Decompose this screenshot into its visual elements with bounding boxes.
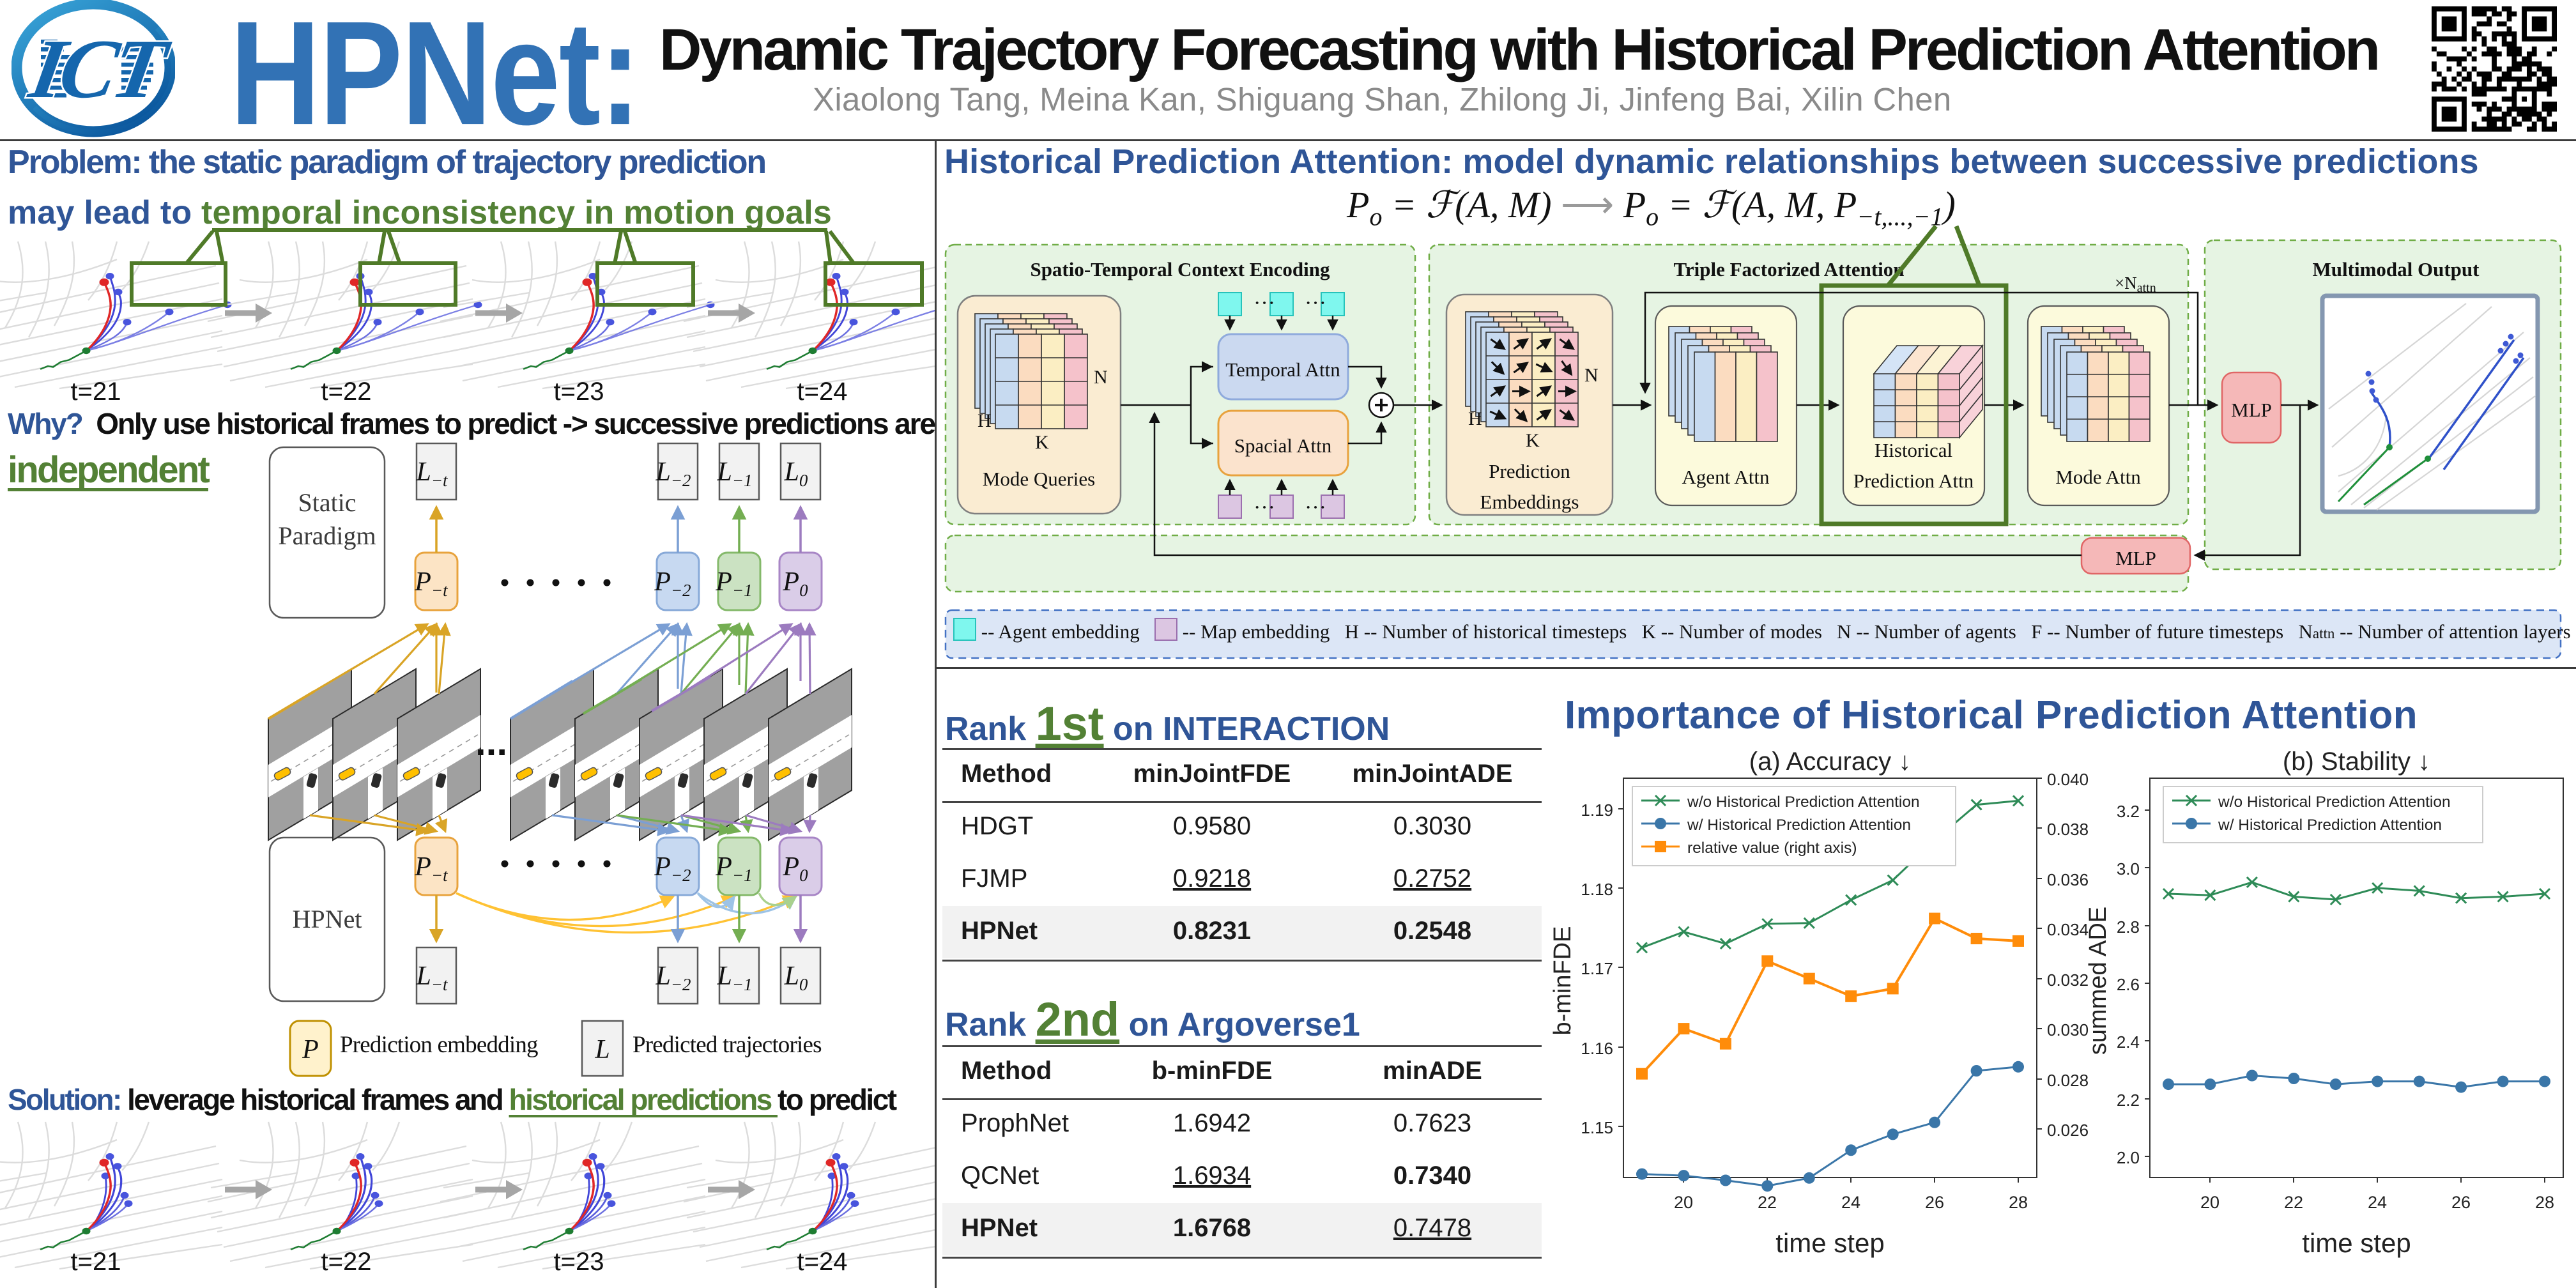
svg-text:H: H (1468, 408, 1482, 429)
svg-text:(b) Stability ↓: (b) Stability ↓ (2283, 747, 2430, 776)
svg-text:24: 24 (2368, 1193, 2387, 1212)
svg-text:1.18: 1.18 (1581, 880, 1613, 899)
svg-text:Paradigm: Paradigm (278, 521, 376, 550)
svg-text:w/ Historical Prediction Atten: w/ Historical Prediction Attention (2218, 816, 2442, 834)
svg-text:0.026: 0.026 (2047, 1121, 2089, 1140)
svg-text:26: 26 (1925, 1193, 1944, 1212)
svg-text:28: 28 (2535, 1193, 2554, 1212)
svg-text:K: K (1526, 430, 1540, 451)
svg-text:Multimodal Output: Multimodal Output (2313, 258, 2480, 280)
svg-text:1.19: 1.19 (1581, 801, 1613, 820)
svg-text:1.15: 1.15 (1581, 1118, 1613, 1137)
svg-text:Embeddings: Embeddings (1480, 491, 1579, 513)
svg-text:ICT: ICT (22, 22, 175, 116)
svg-text:1.16: 1.16 (1581, 1039, 1613, 1058)
svg-text:···: ··· (1305, 291, 1326, 315)
svg-text:2.0: 2.0 (2117, 1148, 2140, 1167)
svg-text:time step: time step (2302, 1228, 2411, 1258)
svg-text:Triple Factorized Attention: Triple Factorized Attention (1673, 258, 1904, 280)
svg-text:0.032: 0.032 (2047, 970, 2089, 990)
svg-text:w/o Historical Prediction Atte: w/o Historical Prediction Attention (2218, 793, 2451, 811)
svg-text:Mode Attn: Mode Attn (2055, 466, 2141, 488)
svg-text:w/ Historical Prediction Atten: w/ Historical Prediction Attention (1687, 816, 1911, 834)
svg-text:t=24: t=24 (797, 378, 848, 406)
svg-text:20: 20 (2200, 1193, 2220, 1212)
svg-text:t=22: t=22 (321, 1248, 372, 1276)
svg-text:relative value (right axis): relative value (right axis) (1687, 839, 1857, 857)
svg-text:···: ··· (1305, 496, 1326, 519)
svg-text:K: K (1035, 432, 1049, 453)
svg-text:t=24: t=24 (797, 1248, 848, 1276)
svg-text:w/o Historical Prediction Atte: w/o Historical Prediction Attention (1687, 793, 1920, 811)
svg-text:MLP: MLP (2231, 399, 2272, 421)
svg-text:Historical: Historical (1874, 439, 1952, 461)
svg-text:2.2: 2.2 (2117, 1091, 2140, 1110)
svg-text:0.028: 0.028 (2047, 1071, 2089, 1090)
svg-text:t=21: t=21 (71, 1248, 121, 1276)
svg-text:Prediction Attn: Prediction Attn (1853, 470, 1974, 492)
svg-text:L: L (594, 1035, 610, 1064)
svg-text:t=23: t=23 (554, 1248, 604, 1276)
svg-text:3.0: 3.0 (2117, 859, 2140, 878)
svg-text:2.6: 2.6 (2117, 975, 2140, 994)
svg-text:28: 28 (2009, 1193, 2028, 1212)
svg-text:Static: Static (298, 488, 356, 517)
svg-text:1.17: 1.17 (1581, 959, 1613, 978)
svg-text:0.040: 0.040 (2047, 770, 2089, 789)
svg-text:P−1: P−1 (715, 567, 752, 600)
svg-text:t=22: t=22 (321, 378, 372, 406)
svg-text:t=21: t=21 (71, 378, 121, 406)
svg-text:0.038: 0.038 (2047, 820, 2089, 839)
svg-text:b-minFDE: b-minFDE (1549, 926, 1576, 1035)
svg-text:Spatio-Temporal Context Encodi: Spatio-Temporal Context Encoding (1030, 258, 1330, 280)
svg-text:MLP: MLP (2115, 547, 2156, 569)
svg-text:0.034: 0.034 (2047, 920, 2089, 939)
svg-text:2.4: 2.4 (2117, 1032, 2140, 1052)
svg-text:time step: time step (1775, 1228, 1884, 1258)
svg-text:summed ADE: summed ADE (2085, 907, 2112, 1055)
svg-text:×Nattn: ×Nattn (2115, 273, 2156, 295)
svg-text:H: H (977, 410, 992, 431)
svg-text:20: 20 (1674, 1193, 1693, 1212)
svg-text:3.2: 3.2 (2117, 802, 2140, 821)
svg-text:22: 22 (1758, 1193, 1777, 1212)
svg-text:Prediction: Prediction (1489, 460, 1570, 482)
svg-text:···: ··· (1254, 496, 1275, 519)
svg-text:26: 26 (2451, 1193, 2471, 1212)
svg-text:Mode Queries: Mode Queries (983, 468, 1095, 490)
svg-text:2.8: 2.8 (2117, 917, 2140, 937)
svg-text:...: ... (475, 721, 507, 763)
svg-text:t=23: t=23 (554, 378, 604, 406)
svg-text:Temporal Attn: Temporal Attn (1225, 358, 1340, 381)
svg-text:P: P (302, 1035, 319, 1064)
svg-text:Spacial Attn: Spacial Attn (1234, 434, 1332, 457)
svg-text:0.036: 0.036 (2047, 870, 2089, 889)
svg-text:(a) Accuracy ↓: (a) Accuracy ↓ (1749, 747, 1911, 776)
svg-text:Agent Attn: Agent Attn (1682, 466, 1770, 488)
svg-text:HPNet: HPNet (293, 905, 362, 933)
svg-text:N: N (1094, 367, 1108, 388)
svg-text:N: N (1584, 365, 1598, 386)
svg-text:24: 24 (1841, 1193, 1860, 1212)
svg-text:0.030: 0.030 (2047, 1020, 2089, 1039)
svg-text:22: 22 (2284, 1193, 2303, 1212)
svg-text:···: ··· (1254, 291, 1275, 315)
